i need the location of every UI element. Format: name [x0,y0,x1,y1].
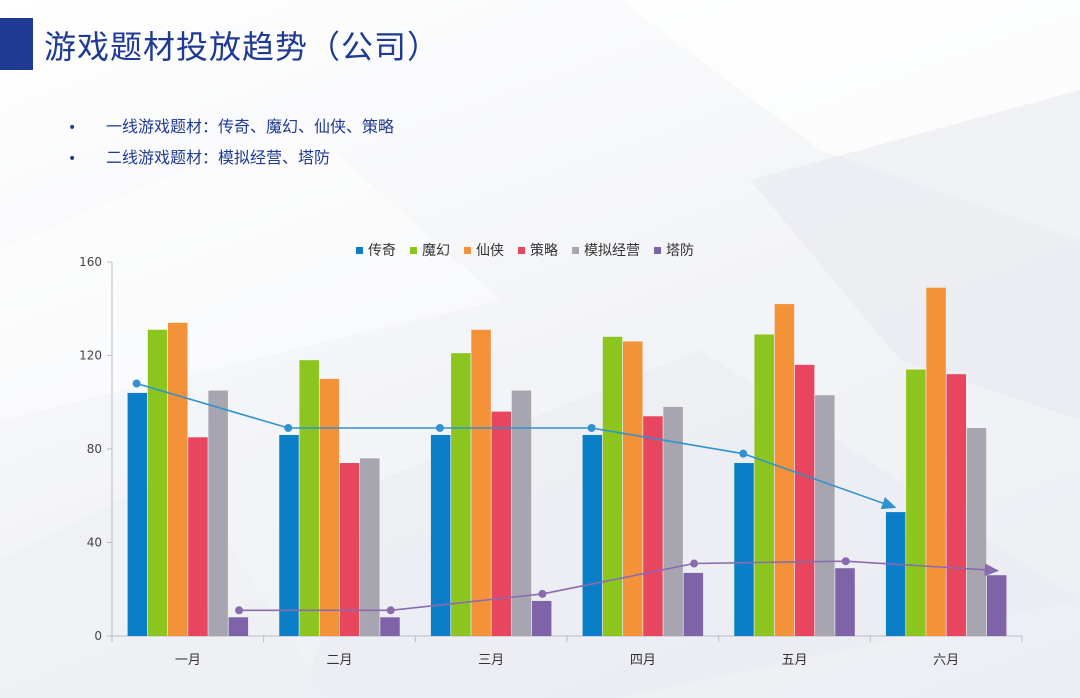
bar-模拟经营 [966,427,987,636]
x-tick-label: 一月 [175,653,201,668]
bar-传奇 [430,434,451,636]
y-tick-label: 0 [94,629,102,643]
bullet-text: 二线游戏题材：模拟经营、塔防 [106,148,331,167]
bullet-marker: • [68,120,77,136]
legend-item: 策略 [518,240,558,260]
bar-策略 [491,411,512,636]
legend-label: 传奇 [368,243,396,259]
legend-label: 策略 [530,243,558,259]
page-title: 游戏题材投放趋势（公司） [44,28,441,66]
chart-legend: 传奇 魔幻 仙侠 策略 模拟经营 塔防 [356,240,694,260]
legend-label: 魔幻 [422,243,450,259]
bar-策略 [188,437,208,636]
trend-line-传奇趋势 [136,382,897,510]
x-tick-label: 五月 [781,653,807,668]
bar-塔防 [228,617,249,636]
y-tick-label: 160 [79,255,102,269]
bar-塔防 [835,568,855,636]
trend-point-塔防趋势 [690,559,699,568]
bullet-text: 一线游戏题材：传奇、魔幻、仙侠、策略 [106,117,395,136]
bar-仙侠 [167,322,188,636]
bar-魔幻 [754,334,774,636]
bar-策略 [946,374,967,636]
bullet-marker: • [68,151,77,167]
trend-point-传奇趋势 [284,423,293,432]
bar-模拟经营 [663,406,683,636]
trend-line-塔防趋势 [239,560,999,612]
title-accent-bar [0,18,33,70]
bar-魔幻 [602,336,623,636]
bar-传奇 [127,392,148,636]
bar-塔防 [683,572,704,636]
legend-swatch [572,246,579,254]
legend-swatch [654,246,661,254]
legend-item: 模拟经营 [572,240,640,260]
trend-point-传奇趋势 [132,379,141,388]
y-tick-label: 40 [87,536,102,550]
bar-仙侠 [774,304,795,636]
bar-策略 [794,364,815,636]
bar-魔幻 [147,329,168,636]
x-tick-label: 四月 [630,653,656,668]
legend-label: 模拟经营 [584,243,640,259]
legend-swatch [356,246,363,254]
bullet-list: • 一线游戏题材：传奇、魔幻、仙侠、策略 • 二线游戏题材：模拟经营、塔防 [68,113,394,175]
legend-item: 传奇 [356,240,396,260]
x-tick-label: 六月 [933,653,959,668]
bar-模拟经营 [815,395,835,636]
bar-模拟经营 [360,458,380,636]
trend-point-塔防趋势 [235,606,244,615]
legend-swatch [410,246,417,254]
legend-label: 仙侠 [476,243,504,259]
trend-point-传奇趋势 [587,423,596,432]
bar-传奇 [279,434,299,636]
bar-魔幻 [451,353,471,636]
legend-swatch [518,246,525,254]
trend-point-塔防趋势 [841,557,850,566]
trend-point-塔防趋势 [386,606,395,615]
bar-塔防 [531,600,552,636]
bar-传奇 [885,512,906,636]
bar-策略 [643,416,663,636]
bar-塔防 [380,617,400,636]
legend-item: 仙侠 [464,240,504,260]
bar-传奇 [734,463,754,636]
trend-point-塔防趋势 [538,589,547,598]
x-tick-label: 二月 [326,653,352,668]
y-tick-label: 120 [79,349,102,363]
bar-仙侠 [471,329,491,636]
bar-策略 [339,463,360,636]
bar-仙侠 [622,341,643,636]
legend-item: 塔防 [654,240,694,260]
bar-塔防 [986,575,1007,636]
bar-仙侠 [319,378,340,636]
y-tick-label: 80 [87,442,102,456]
bar-魔幻 [906,369,926,636]
bullet-item: • 二线游戏题材：模拟经营、塔防 [68,144,394,175]
bar-模拟经营 [511,390,532,636]
bar-仙侠 [926,287,946,636]
bullet-item: • 一线游戏题材：传奇、魔幻、仙侠、策略 [68,113,394,144]
x-tick-label: 三月 [478,653,504,668]
bar-传奇 [582,434,603,636]
legend-label: 塔防 [666,243,694,259]
legend-item: 魔幻 [410,240,450,260]
trend-point-传奇趋势 [435,423,444,432]
trend-point-传奇趋势 [739,449,748,458]
legend-swatch [464,246,471,254]
bar-chart: 0 40 80 120 160 一月 二月 三月 四月 五月 六月 [79,255,1023,668]
bar-魔幻 [299,360,319,636]
bar-模拟经营 [208,390,228,636]
